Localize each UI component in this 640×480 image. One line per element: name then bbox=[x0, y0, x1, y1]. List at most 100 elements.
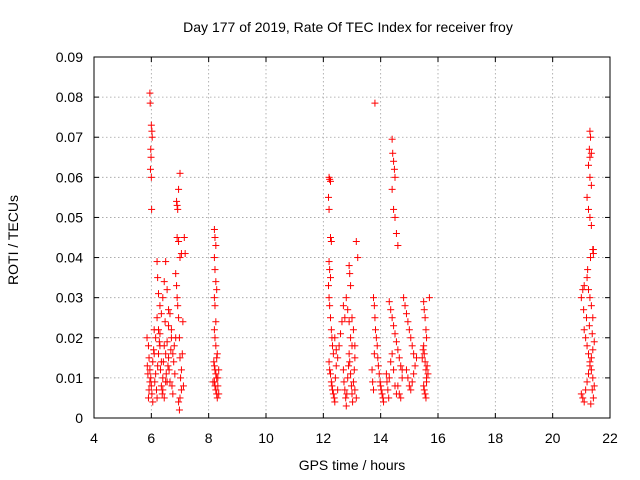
data-point bbox=[392, 229, 400, 237]
data-point bbox=[582, 334, 590, 342]
data-point bbox=[423, 378, 431, 386]
data-point bbox=[349, 326, 357, 334]
data-point bbox=[159, 294, 167, 302]
data-point bbox=[582, 386, 590, 394]
data-point bbox=[391, 173, 399, 181]
data-point bbox=[327, 274, 334, 282]
data-point bbox=[143, 362, 151, 370]
x-tick-label: 10 bbox=[258, 430, 274, 446]
data-point bbox=[385, 374, 393, 382]
data-point bbox=[375, 370, 383, 378]
data-point bbox=[377, 386, 385, 394]
data-points bbox=[143, 89, 598, 414]
data-point bbox=[346, 270, 354, 278]
data-point bbox=[590, 382, 598, 390]
data-point bbox=[165, 366, 173, 374]
data-point bbox=[159, 374, 167, 382]
data-point bbox=[326, 266, 334, 274]
data-point bbox=[587, 400, 595, 408]
data-point bbox=[210, 294, 218, 302]
data-point bbox=[175, 185, 183, 193]
data-point bbox=[177, 366, 185, 374]
data-point bbox=[329, 390, 337, 398]
grid bbox=[94, 57, 610, 418]
y-tick-label: 0.08 bbox=[56, 89, 83, 105]
data-point bbox=[388, 185, 396, 193]
data-point bbox=[420, 298, 428, 306]
data-point bbox=[157, 382, 165, 390]
ticks: 4 6 8 10 12 14 16 18 20 22 0 0.01 0.02 0.03 0.04 0.05 0.… bbox=[56, 49, 618, 446]
data-point bbox=[332, 346, 340, 354]
data-point bbox=[175, 238, 183, 246]
data-point bbox=[153, 394, 161, 402]
data-point bbox=[156, 302, 164, 310]
data-point bbox=[342, 294, 350, 302]
data-point bbox=[149, 398, 157, 406]
y-tick-label: 0.07 bbox=[56, 129, 83, 145]
data-point bbox=[327, 238, 335, 246]
data-point bbox=[577, 390, 585, 398]
data-point bbox=[423, 362, 431, 370]
data-point bbox=[213, 350, 221, 358]
y-tick-label: 0.02 bbox=[56, 330, 83, 346]
data-point bbox=[354, 254, 362, 262]
data-point bbox=[210, 225, 218, 233]
data-point bbox=[345, 318, 353, 326]
data-point bbox=[327, 177, 334, 185]
data-point bbox=[580, 398, 588, 406]
data-point bbox=[157, 310, 165, 318]
data-point bbox=[385, 298, 393, 306]
data-point bbox=[212, 386, 220, 394]
y-tick-label: 0.04 bbox=[56, 250, 83, 266]
data-point bbox=[586, 294, 594, 302]
data-point bbox=[170, 358, 178, 366]
data-point bbox=[211, 334, 219, 342]
data-point bbox=[165, 322, 173, 330]
data-point bbox=[374, 354, 382, 362]
data-point bbox=[176, 169, 184, 177]
data-point bbox=[326, 366, 334, 374]
data-point bbox=[376, 378, 384, 386]
data-point bbox=[351, 386, 359, 394]
data-point bbox=[325, 205, 333, 213]
data-point bbox=[587, 254, 595, 262]
x-tick-label: 4 bbox=[90, 430, 98, 446]
data-point bbox=[347, 334, 355, 342]
data-point bbox=[405, 382, 413, 390]
data-point bbox=[388, 350, 396, 358]
data-point bbox=[337, 330, 345, 338]
data-point bbox=[173, 294, 181, 302]
data-point bbox=[172, 270, 180, 278]
data-point bbox=[586, 153, 594, 161]
data-point bbox=[410, 350, 418, 358]
data-point bbox=[344, 306, 352, 314]
x-tick-label: 8 bbox=[205, 430, 213, 446]
data-point bbox=[348, 314, 356, 322]
data-point bbox=[179, 382, 187, 390]
data-point bbox=[398, 374, 406, 382]
data-point bbox=[390, 205, 398, 213]
data-point bbox=[395, 354, 403, 362]
data-point bbox=[349, 398, 357, 406]
data-point bbox=[586, 173, 594, 181]
data-point bbox=[392, 338, 400, 346]
data-point bbox=[586, 127, 594, 135]
data-point bbox=[144, 394, 152, 402]
data-point bbox=[212, 318, 220, 326]
data-point bbox=[589, 346, 597, 354]
data-point bbox=[583, 378, 591, 386]
data-point bbox=[587, 181, 595, 189]
data-point bbox=[346, 358, 354, 366]
data-point bbox=[390, 165, 398, 173]
data-point bbox=[585, 145, 593, 153]
data-point bbox=[160, 394, 168, 402]
data-point bbox=[162, 258, 170, 266]
data-point bbox=[147, 173, 155, 181]
data-point bbox=[155, 326, 162, 334]
data-point bbox=[175, 406, 183, 414]
data-point bbox=[213, 394, 221, 402]
data-point bbox=[345, 262, 353, 270]
data-point bbox=[347, 282, 355, 290]
data-point bbox=[352, 238, 360, 246]
